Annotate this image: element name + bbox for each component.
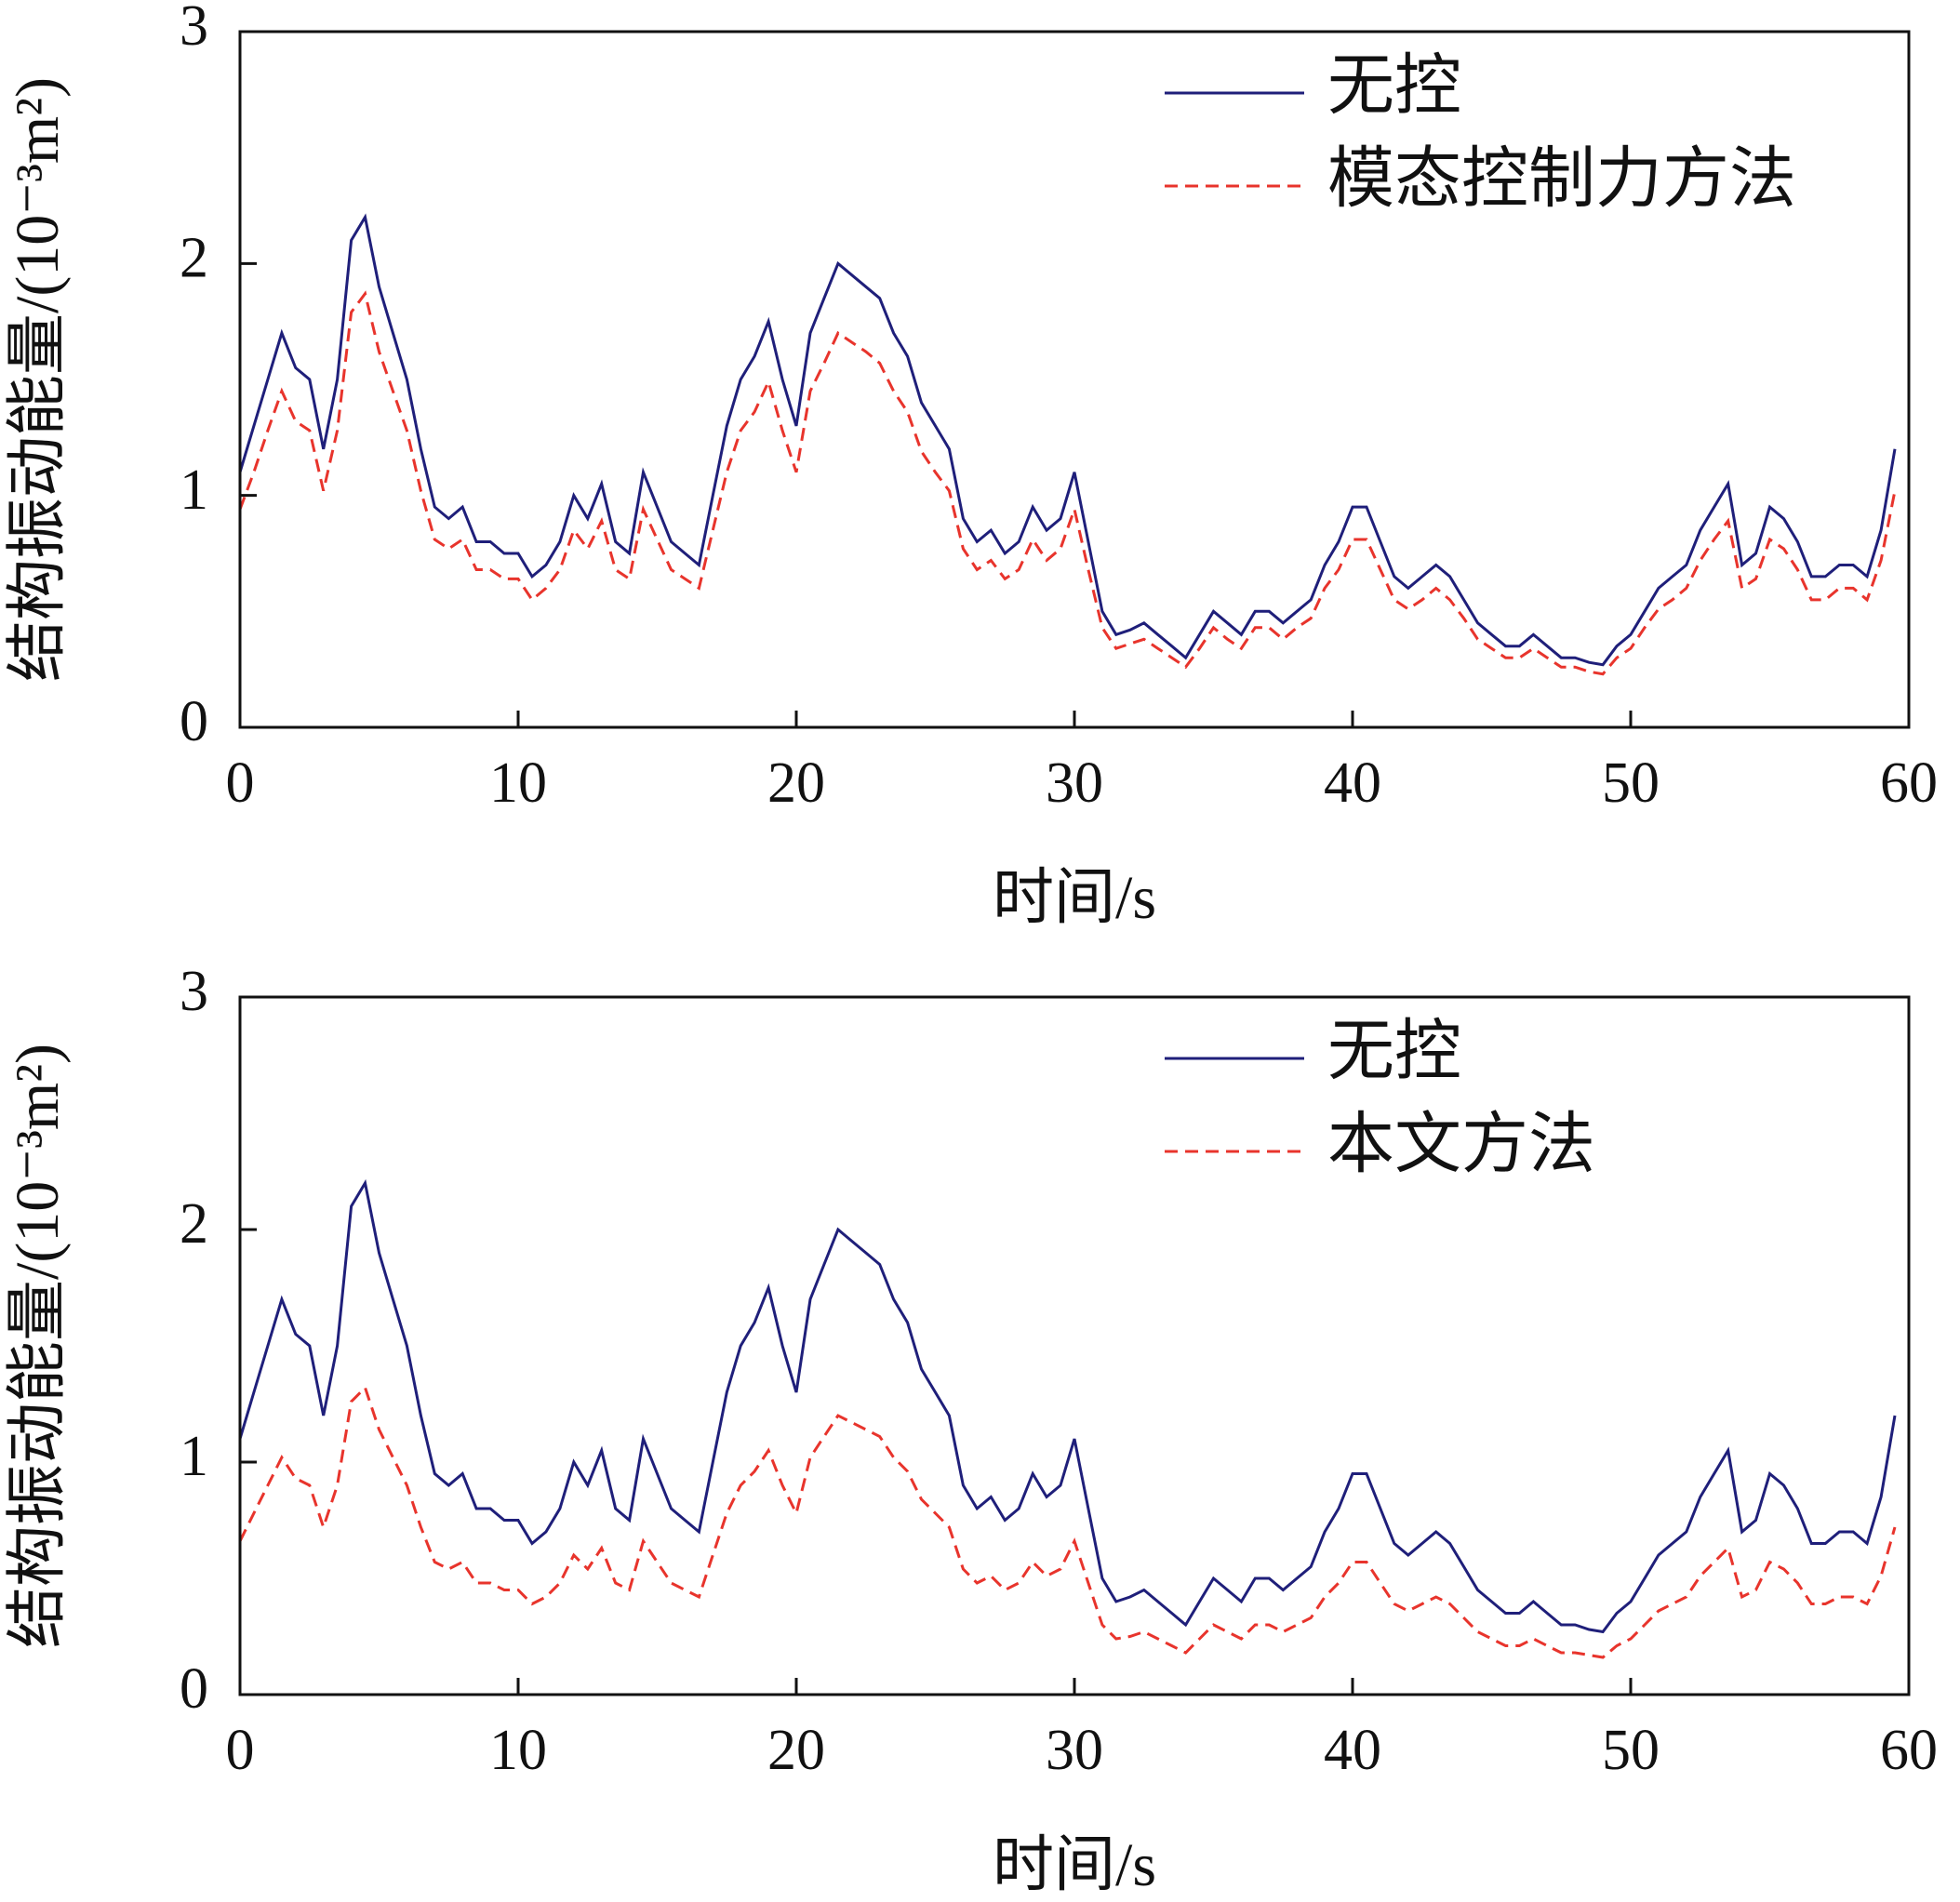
x-tick-label: 20 (767, 1719, 825, 1782)
y-tick-label: 0 (180, 690, 208, 753)
x-tick-label: 10 (489, 1719, 547, 1782)
y-axis-label: 结构振动能量/(10⁻³m²) (4, 1044, 72, 1648)
x-tick-label: 50 (1602, 1719, 1660, 1782)
series-line (238, 290, 1897, 676)
x-axis-label: 时间/s (993, 864, 1156, 932)
x-tick-label: 40 (1324, 751, 1381, 815)
x-tick-label: 10 (489, 751, 547, 815)
x-tick-label: 30 (1046, 1719, 1103, 1782)
x-tick-label: 20 (767, 751, 825, 815)
series-line (238, 213, 1897, 667)
legend-label: 无控 (1327, 1015, 1461, 1089)
x-tick-label: 40 (1324, 1719, 1381, 1782)
x-tick-label: 60 (1880, 1719, 1938, 1782)
y-tick-label: 3 (180, 0, 208, 58)
x-tick-label: 60 (1880, 751, 1938, 815)
series-line (238, 1178, 1897, 1634)
y-tick-label: 2 (180, 227, 208, 290)
y-tick-label: 1 (180, 459, 208, 522)
y-tick-label: 0 (180, 1657, 208, 1721)
x-tick-label: 50 (1602, 751, 1660, 815)
plot-frame (238, 30, 1911, 729)
x-tick-label: 30 (1046, 751, 1103, 815)
legend-label: 无控 (1327, 49, 1461, 124)
y-tick-label: 1 (180, 1425, 208, 1488)
y-tick-label: 3 (180, 960, 208, 1023)
y-axis-label: 结构振动能量/(10⁻³m²) (4, 77, 72, 682)
series-line (238, 1385, 1897, 1659)
legend-label: 本文方法 (1327, 1108, 1595, 1182)
x-tick-label: 0 (226, 1719, 255, 1782)
x-axis-label: 时间/s (993, 1831, 1156, 1899)
y-tick-label: 2 (180, 1192, 208, 1256)
legend-label: 模态控制力方法 (1327, 142, 1796, 217)
x-tick-label: 0 (226, 751, 255, 815)
plot-frame (238, 995, 1911, 1696)
